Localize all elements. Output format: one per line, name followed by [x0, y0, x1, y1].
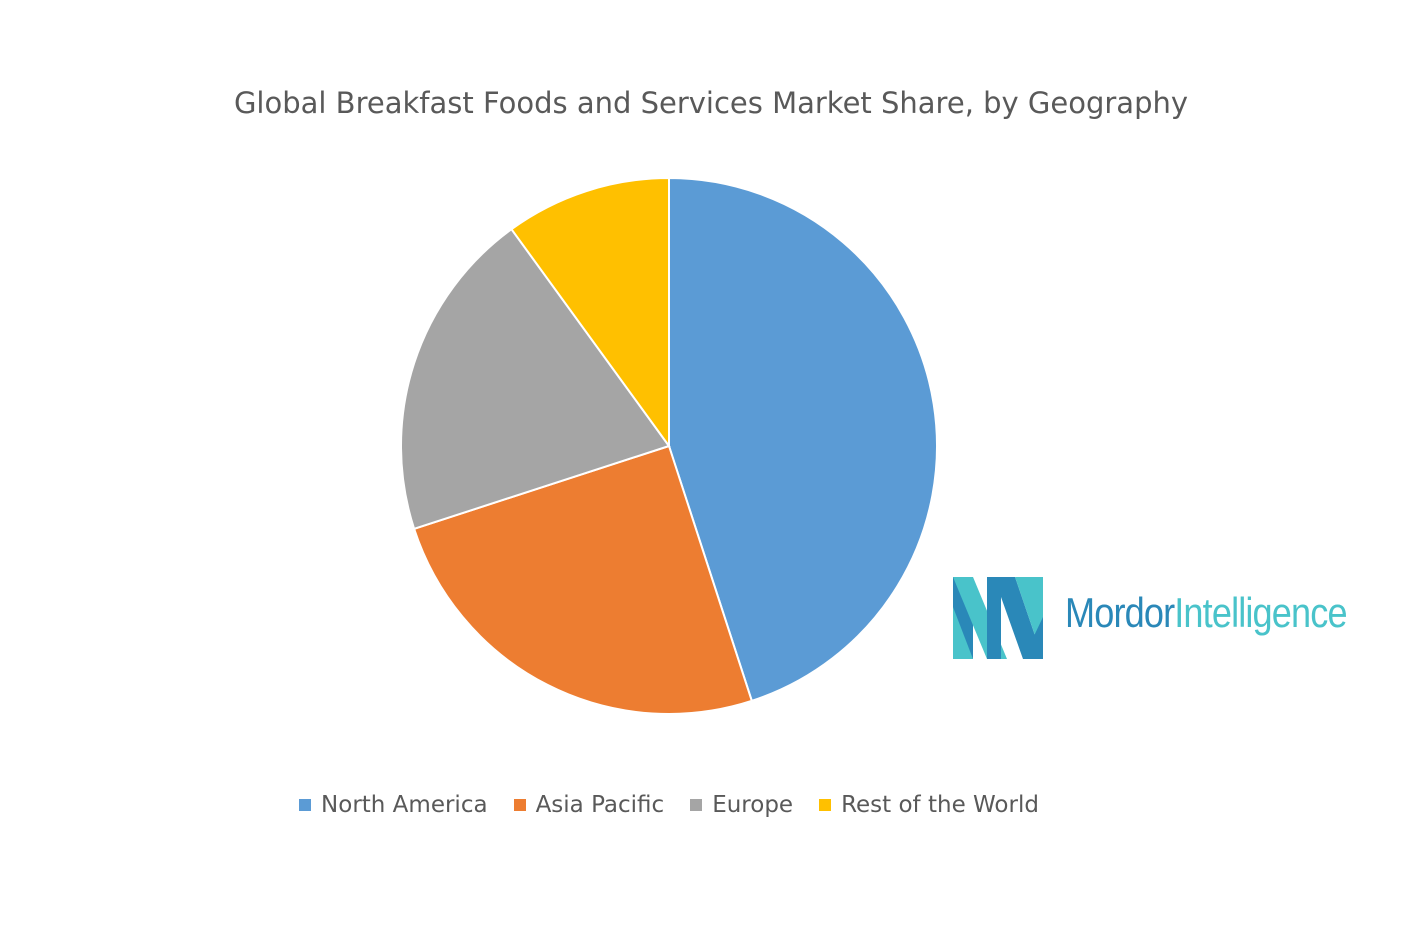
pie-slice-asia-pacific — [412, 444, 754, 715]
legend-swatch-europe — [690, 799, 703, 811]
legend-item-north-america: North America — [299, 792, 488, 818]
pie-slice-north-america — [668, 176, 938, 703]
legend-label-north-america: North America — [321, 792, 488, 818]
legend-label-europe: Europe — [712, 792, 794, 818]
logo-text-mordor: Mordor — [1065, 589, 1175, 636]
legend-swatch-rest-of-the-world — [819, 799, 832, 811]
legend-item-rest-of-the-world: Rest of the World — [819, 792, 1039, 818]
chart-title: Global Breakfast Foods and Services Mark… — [233, 86, 1189, 120]
legend-item-asia-pacific: Asia Pacific — [513, 792, 665, 818]
legend-label-asia-pacific: Asia Pacific — [535, 792, 665, 818]
mordor-logo-mark-icon — [953, 577, 1043, 659]
logo-text-intelligence: Intelligence — [1174, 589, 1347, 636]
logo-wordmark: MordorIntelligence — [1065, 589, 1348, 637]
legend-swatch-north-america — [299, 799, 312, 811]
legend-label-rest-of-the-world: Rest of the World — [841, 792, 1039, 818]
legend-item-europe: Europe — [690, 792, 793, 818]
pie-slice-rest-of-the-world — [510, 176, 670, 450]
mordor-intelligence-logo: MordorIntelligence — [953, 577, 1393, 659]
pie-slice-europe — [400, 227, 671, 531]
legend-swatch-asia-pacific — [513, 799, 526, 811]
chart-legend: North America Asia Pacific Europe Rest o… — [0, 792, 1338, 818]
